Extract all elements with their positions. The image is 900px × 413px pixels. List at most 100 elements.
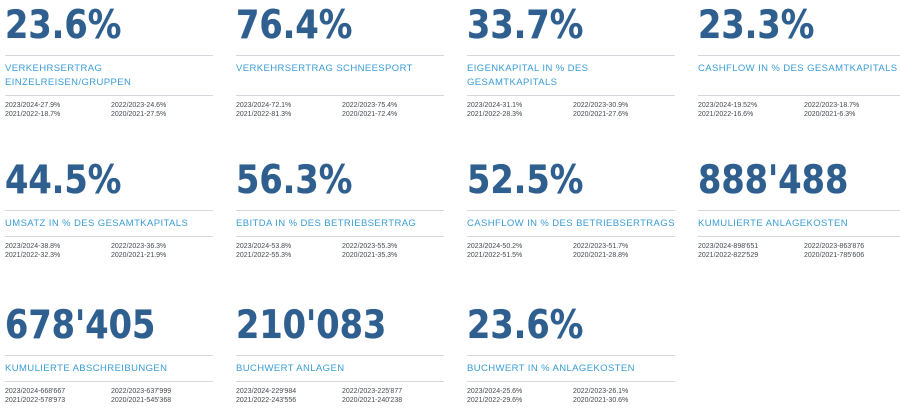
history-value: 2021/2022-51.5% xyxy=(467,252,523,259)
kpi-label: CASHFLOW IN % DES GESAMTKAPITALS xyxy=(698,63,898,74)
history-value: 2021/2022-29.6% xyxy=(467,397,523,404)
history-value: 2020/2021-28.8% xyxy=(573,252,629,259)
history-value: 2022/2023-51.7% xyxy=(573,243,629,250)
history-value: 2023/2024-25.6% xyxy=(467,388,523,395)
kpi-label: VERKEHRSERTRAG EINZELREISEN/GRUPPEN xyxy=(5,63,132,88)
kpi-history: 2023/2024-25.6% 2022/2023-26.1% 2021/202… xyxy=(467,382,675,405)
kpi-label: EBITDA IN % DES BETRIEBSERTRAG xyxy=(236,218,417,229)
kpi-card: 23.6% BUCHWERT IN % ANLAGEKOSTEN 2023/20… xyxy=(467,304,675,405)
history-value: 2022/2023-24.6% xyxy=(111,102,167,109)
history-value: 2021/2022-822'529 xyxy=(698,252,759,259)
kpi-label: UMSATZ IN % DES GESAMTKAPITALS xyxy=(5,218,189,229)
history-value: 2020/2021-72.4% xyxy=(342,111,398,118)
divider xyxy=(236,55,444,56)
divider xyxy=(236,95,444,96)
history-value: 2021/2022-18.7% xyxy=(5,111,61,118)
kpi-history: 2023/2024-27.9% 2022/2023-24.6% 2021/202… xyxy=(5,96,213,119)
history-value: 2022/2023-55.3% xyxy=(342,243,398,250)
kpi-value: 678'405 xyxy=(5,303,156,348)
kpi-history: 2023/2024-53.8% 2022/2023-55.3% 2021/202… xyxy=(236,237,444,260)
kpi-card: 23.3% CASHFLOW IN % DES GESAMTKAPITALS 2… xyxy=(698,4,900,119)
kpi-value: 23.6% xyxy=(467,303,584,348)
history-value: 2023/2024-229'984 xyxy=(236,388,297,395)
history-value: 2022/2023-36.3% xyxy=(111,243,167,250)
history-value: 2023/2024-898'651 xyxy=(698,243,759,250)
kpi-value: 23.3% xyxy=(698,3,815,48)
kpi-value: 210'083 xyxy=(236,303,387,348)
divider xyxy=(236,355,444,356)
kpi-card: 52.5% CASHFLOW IN % DES BETRIEBSERTRAGS … xyxy=(467,159,675,260)
history-value: 2023/2024-19.52% xyxy=(698,102,758,109)
history-value: 2020/2021-21.9% xyxy=(111,252,167,259)
history-value: 2020/2021-35.3% xyxy=(342,252,398,259)
kpi-label: BUCHWERT ANLAGEN xyxy=(236,363,345,374)
history-value: 2020/2021-27.5% xyxy=(111,111,167,118)
history-value: 2023/2024-72.1% xyxy=(236,102,292,109)
kpi-value: 44.5% xyxy=(5,158,122,203)
history-value: 2022/2023-30.9% xyxy=(573,102,629,109)
history-value: 2022/2023-637'999 xyxy=(111,388,172,395)
divider xyxy=(698,210,900,211)
kpi-label: EIGENKAPITAL IN % DES GESAMTKAPITALS xyxy=(467,63,589,88)
divider xyxy=(5,381,213,382)
divider xyxy=(236,210,444,211)
history-value: 2022/2023-863'876 xyxy=(804,243,865,250)
divider xyxy=(467,381,675,382)
history-value: 2023/2024-27.9% xyxy=(5,102,61,109)
kpi-label: CASHFLOW IN % DES BETRIEBSERTRAGS xyxy=(467,218,675,229)
history-value: 2023/2024-38.8% xyxy=(5,243,61,250)
divider xyxy=(467,355,675,356)
history-value: 2021/2022-578'973 xyxy=(5,397,66,404)
kpi-value: 888'488 xyxy=(698,158,849,203)
divider xyxy=(698,236,900,237)
kpi-card: 44.5% UMSATZ IN % DES GESAMTKAPITALS 202… xyxy=(5,159,213,260)
history-value: 2020/2021-6.3% xyxy=(804,111,856,118)
kpi-value: 52.5% xyxy=(467,158,584,203)
history-value: 2020/2021-240'238 xyxy=(342,397,403,404)
history-value: 2021/2022-16.6% xyxy=(698,111,754,118)
divider xyxy=(467,95,675,96)
divider xyxy=(467,236,675,237)
kpi-history: 2023/2024-31.1% 2022/2023-30.9% 2021/202… xyxy=(467,96,675,119)
divider xyxy=(236,236,444,237)
kpi-card: 23.6% VERKEHRSERTRAG EINZELREISEN/GRUPPE… xyxy=(5,4,213,119)
kpi-label: KUMULIERTE ANLAGEKOSTEN xyxy=(698,218,848,229)
kpi-history: 2023/2024-38.8% 2022/2023-36.3% 2021/202… xyxy=(5,237,213,260)
kpi-card: 210'083 BUCHWERT ANLAGEN 2023/2024-229'9… xyxy=(236,304,444,405)
kpi-history: 2023/2024-19.52% 2022/2023-18.7% 2021/20… xyxy=(698,96,900,119)
divider xyxy=(698,95,900,96)
divider xyxy=(5,55,213,56)
kpi-card: 678'405 KUMULIERTE ABSCHREIBUNGEN 2023/2… xyxy=(5,304,213,405)
divider xyxy=(5,236,213,237)
history-value: 2023/2024-31.1% xyxy=(467,102,523,109)
kpi-card: 33.7% EIGENKAPITAL IN % DES GESAMTKAPITA… xyxy=(467,4,675,119)
history-value: 2023/2024-53.8% xyxy=(236,243,292,250)
divider xyxy=(467,55,675,56)
divider xyxy=(236,381,444,382)
history-value: 2021/2022-55.3% xyxy=(236,252,292,259)
kpi-value: 33.7% xyxy=(467,3,584,48)
divider xyxy=(5,355,213,356)
kpi-label: KUMULIERTE ABSCHREIBUNGEN xyxy=(5,363,168,374)
kpi-history: 2023/2024-72.1% 2022/2023-75.4% 2021/202… xyxy=(236,96,444,119)
kpi-value: 56.3% xyxy=(236,158,353,203)
history-value: 2020/2021-545'368 xyxy=(111,397,172,404)
kpi-card: 76.4% VERKEHRSERTRAG SCHNEESPORT 2023/20… xyxy=(236,4,444,119)
history-value: 2022/2023-26.1% xyxy=(573,388,629,395)
history-value: 2022/2023-225'877 xyxy=(342,388,403,395)
kpi-card: 888'488 KUMULIERTE ANLAGEKOSTEN 2023/202… xyxy=(698,159,900,260)
history-value: 2020/2021-27.6% xyxy=(573,111,629,118)
history-value: 2021/2022-32.3% xyxy=(5,252,61,259)
divider xyxy=(467,210,675,211)
divider xyxy=(698,55,900,56)
divider xyxy=(5,210,213,211)
history-value: 2023/2024-50.2% xyxy=(467,243,523,250)
kpi-label: BUCHWERT IN % ANLAGEKOSTEN xyxy=(467,363,635,374)
history-value: 2023/2024-668'667 xyxy=(5,388,66,395)
kpi-value: 23.6% xyxy=(5,3,122,48)
history-value: 2021/2022-243'556 xyxy=(236,397,297,404)
kpi-history: 2023/2024-898'651 2022/2023-863'876 2021… xyxy=(698,237,900,260)
history-value: 2020/2021-30.6% xyxy=(573,397,629,404)
history-value: 2021/2022-81.3% xyxy=(236,111,292,118)
